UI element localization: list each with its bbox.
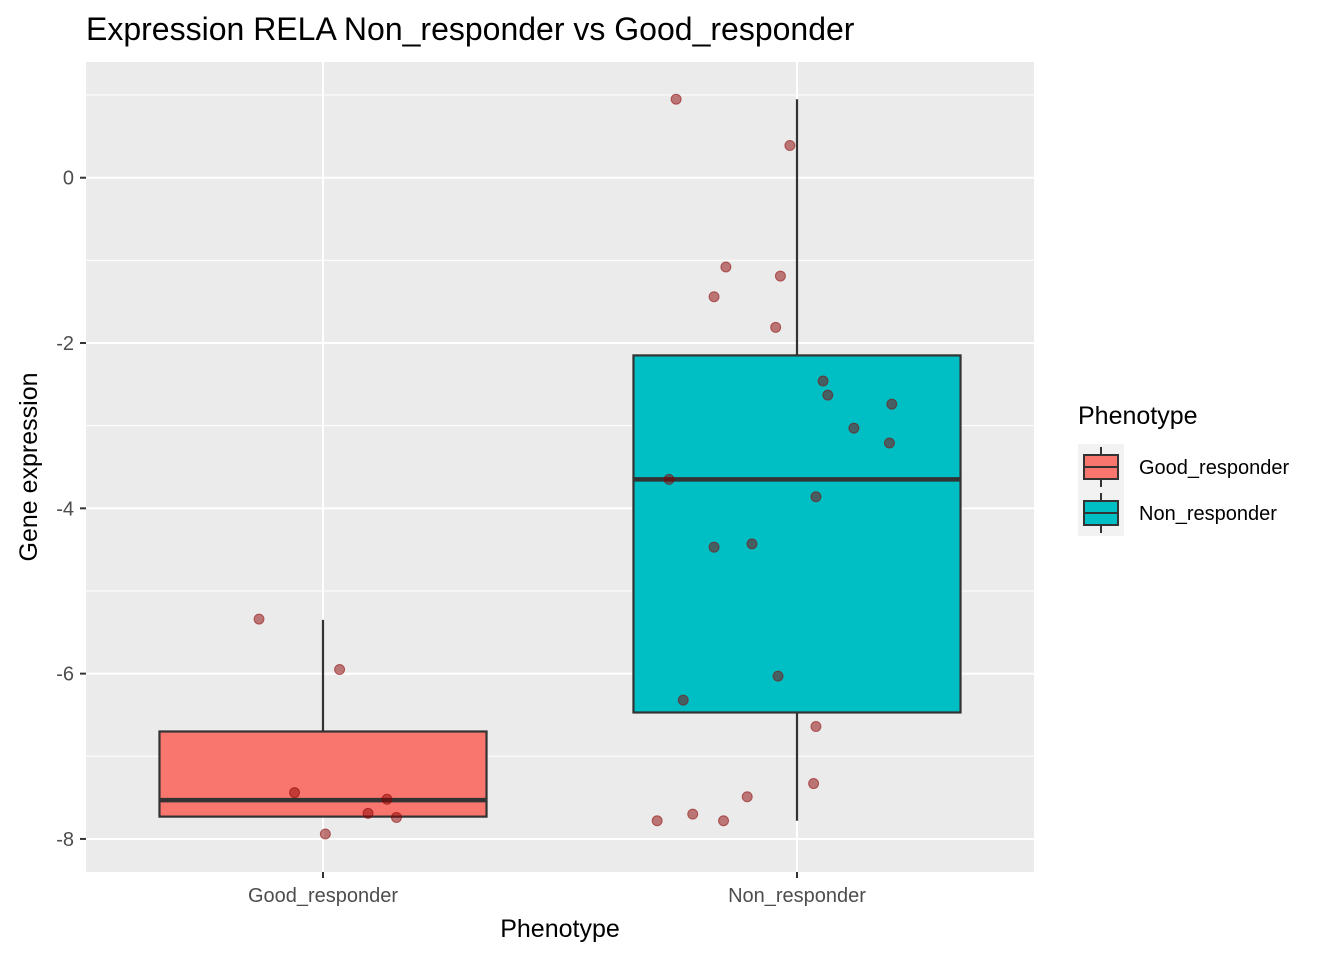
y-tick-label: 0 bbox=[63, 168, 74, 190]
y-axis-title: Gene expression bbox=[15, 372, 43, 561]
box-good-responder bbox=[158, 619, 488, 818]
x-tick-label: Good_responder bbox=[248, 885, 398, 907]
data-point bbox=[848, 422, 860, 434]
data-point bbox=[746, 538, 758, 550]
y-tick-label: -6 bbox=[56, 664, 74, 686]
boxes-layer bbox=[158, 99, 962, 821]
data-point bbox=[822, 389, 834, 401]
data-point bbox=[774, 270, 786, 282]
data-point bbox=[810, 721, 822, 733]
data-point bbox=[289, 787, 301, 799]
legend-item-non-responder: Non_responder bbox=[1078, 490, 1277, 536]
legend: Phenotype Good_responder Non_responder bbox=[1078, 402, 1289, 536]
data-point bbox=[663, 473, 675, 485]
y-tick-label: -4 bbox=[56, 498, 74, 520]
data-point bbox=[381, 793, 393, 805]
data-point bbox=[718, 815, 730, 827]
data-point bbox=[390, 811, 402, 823]
data-point bbox=[708, 541, 720, 553]
data-point bbox=[651, 815, 663, 827]
box-iqr bbox=[632, 354, 962, 714]
x-axis-ticks: Good_responder Non_responder bbox=[248, 872, 866, 907]
y-tick-label: -8 bbox=[56, 829, 74, 851]
data-point bbox=[883, 437, 895, 449]
data-point bbox=[670, 93, 682, 105]
legend-label: Non_responder bbox=[1139, 503, 1277, 525]
legend-title: Phenotype bbox=[1078, 402, 1198, 430]
data-point bbox=[772, 670, 784, 682]
x-axis-title: Phenotype bbox=[500, 915, 620, 943]
data-point bbox=[784, 139, 796, 151]
y-axis-ticks: 0 -2 -4 -6 -8 bbox=[56, 168, 86, 851]
chart-title: Expression RELA Non_responder vs Good_re… bbox=[86, 11, 855, 47]
data-point bbox=[720, 261, 732, 273]
x-tick-label: Non_responder bbox=[728, 885, 866, 907]
data-point bbox=[677, 694, 689, 706]
data-point bbox=[319, 828, 331, 840]
legend-label: Good_responder bbox=[1139, 457, 1289, 479]
data-point bbox=[886, 398, 898, 410]
data-point bbox=[810, 491, 822, 503]
data-point bbox=[741, 791, 753, 803]
data-point bbox=[708, 291, 720, 303]
data-point bbox=[817, 375, 829, 387]
data-point bbox=[770, 321, 782, 333]
data-point bbox=[253, 613, 265, 625]
data-point bbox=[687, 808, 699, 820]
box-non-responder bbox=[632, 99, 962, 821]
data-point bbox=[362, 807, 374, 819]
data-point bbox=[808, 778, 820, 790]
legend-item-good-responder: Good_responder bbox=[1078, 444, 1289, 490]
box-iqr bbox=[158, 730, 488, 818]
y-tick-label: -2 bbox=[56, 333, 74, 355]
data-point bbox=[334, 664, 346, 675]
points-layer bbox=[253, 93, 898, 840]
